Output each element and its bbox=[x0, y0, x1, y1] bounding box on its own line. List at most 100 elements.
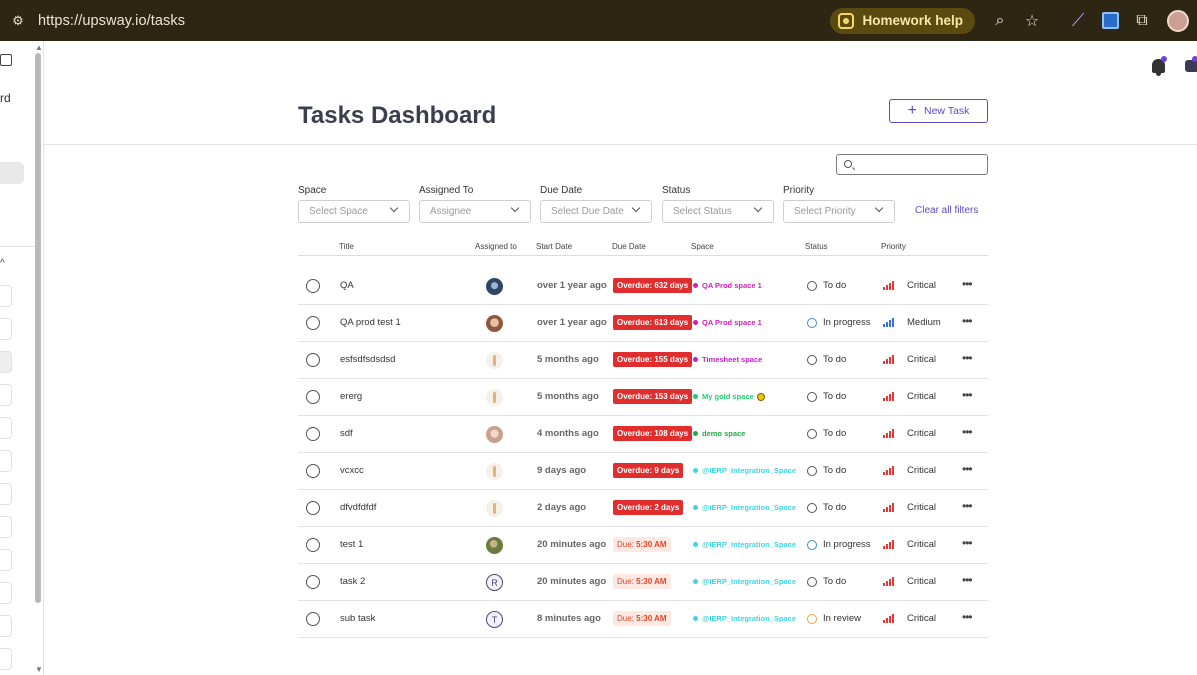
translate-extension-icon[interactable] bbox=[1095, 6, 1125, 36]
space-tag[interactable]: @IERP_Integration_Space bbox=[693, 614, 796, 623]
sidebar-item-tasks[interactable] bbox=[0, 162, 24, 184]
space-tag[interactable]: @IERP_Integration_Space bbox=[693, 503, 796, 512]
more-options-icon[interactable]: ••• bbox=[962, 277, 973, 291]
bookmark-star-icon[interactable]: ☆ bbox=[1024, 12, 1040, 30]
column-header-status[interactable]: Status bbox=[805, 242, 828, 251]
assignee-avatar[interactable] bbox=[486, 352, 503, 369]
address-bar[interactable]: https://upsway.io/tasks bbox=[38, 12, 186, 29]
assignee-avatar[interactable] bbox=[486, 537, 503, 554]
sidebar-item[interactable] bbox=[0, 648, 12, 670]
scroll-down-arrow-icon[interactable]: ▼ bbox=[35, 665, 43, 674]
complete-task-radio[interactable] bbox=[306, 501, 320, 515]
status-badge[interactable]: To do bbox=[807, 391, 846, 402]
chevron-up-icon[interactable]: ^ bbox=[0, 258, 5, 269]
extensions-puzzle-icon[interactable]: ⧉ bbox=[1136, 11, 1148, 29]
priority-badge[interactable]: Critical bbox=[883, 502, 936, 513]
table-row[interactable]: QA over 1 year ago Overdue: 632 days QA Pro… bbox=[298, 268, 988, 305]
space-filter-select[interactable]: Select Space bbox=[298, 200, 410, 223]
status-badge[interactable]: In progress bbox=[807, 539, 871, 550]
priority-filter-select[interactable]: Select Priority bbox=[783, 200, 895, 223]
status-badge[interactable]: In progress bbox=[807, 317, 871, 328]
column-header-space[interactable]: Space bbox=[691, 242, 714, 251]
status-badge[interactable]: To do bbox=[807, 354, 846, 365]
sidebar-item[interactable] bbox=[0, 351, 12, 373]
status-badge[interactable]: To do bbox=[807, 280, 846, 291]
task-title[interactable]: esfsdfsdsdsd bbox=[340, 354, 396, 365]
more-options-icon[interactable]: ••• bbox=[962, 425, 973, 439]
table-row[interactable]: sub task T 8 minutes ago Due: 5:30 AM @IERP_… bbox=[298, 601, 988, 638]
status-badge[interactable]: In review bbox=[807, 613, 861, 624]
space-tag[interactable]: QA Prod space 1 bbox=[693, 318, 762, 327]
scroll-up-arrow-icon[interactable]: ▲ bbox=[35, 43, 43, 52]
zoom-icon[interactable]: ⌕ bbox=[995, 11, 1005, 29]
profile-avatar[interactable] bbox=[1167, 9, 1189, 32]
assignee-avatar[interactable] bbox=[486, 463, 503, 480]
homework-help-button[interactable]: Homework help bbox=[830, 7, 975, 34]
assignee-avatar[interactable] bbox=[486, 315, 503, 332]
priority-badge[interactable]: Critical bbox=[883, 539, 936, 550]
priority-badge[interactable]: Critical bbox=[883, 428, 936, 439]
column-header-start-date[interactable]: Start Date bbox=[536, 242, 573, 251]
priority-badge[interactable]: Critical bbox=[883, 280, 936, 291]
priority-badge[interactable]: Critical bbox=[883, 354, 936, 365]
task-title[interactable]: sub task bbox=[340, 613, 376, 624]
space-tag[interactable]: Timesheet space bbox=[693, 355, 762, 364]
more-options-icon[interactable]: ••• bbox=[962, 462, 973, 476]
space-tag[interactable]: QA Prod space 1 bbox=[693, 281, 762, 290]
space-tag[interactable]: @IERP_Integration_Space bbox=[693, 540, 796, 549]
task-title[interactable]: task 2 bbox=[340, 576, 366, 587]
status-filter-select[interactable]: Select Status bbox=[662, 200, 774, 223]
assignee-avatar[interactable]: T bbox=[486, 611, 503, 628]
assignee-avatar[interactable] bbox=[486, 278, 503, 295]
more-options-icon[interactable]: ••• bbox=[962, 610, 973, 624]
task-title[interactable]: test 1 bbox=[340, 539, 364, 550]
column-header-assigned-to[interactable]: Assigned to bbox=[475, 242, 517, 251]
task-title[interactable]: sdf bbox=[340, 428, 353, 439]
priority-badge[interactable]: Critical bbox=[883, 613, 936, 624]
sidebar-item[interactable] bbox=[0, 516, 12, 538]
assignee-avatar[interactable] bbox=[486, 426, 503, 443]
complete-task-radio[interactable] bbox=[306, 575, 320, 589]
complete-task-radio[interactable] bbox=[306, 279, 320, 293]
table-row[interactable]: vcxcc 9 days ago Overdue: 9 days @IERP_Inte… bbox=[298, 453, 988, 490]
task-title[interactable]: QA prod test 1 bbox=[340, 317, 401, 328]
status-badge[interactable]: To do bbox=[807, 465, 846, 476]
column-header-priority[interactable]: Priority bbox=[881, 242, 906, 251]
complete-task-radio[interactable] bbox=[306, 464, 320, 478]
task-title[interactable]: ererg bbox=[340, 391, 363, 402]
space-tag[interactable]: @IERP_Integration_Space bbox=[693, 577, 796, 586]
table-row[interactable]: esfsdfsdsdsd 5 months ago Overdue: 155 day… bbox=[298, 342, 988, 379]
sidebar-toggle-icon[interactable] bbox=[0, 54, 12, 66]
site-settings-icon[interactable]: ⚙ bbox=[12, 12, 24, 28]
status-badge[interactable]: To do bbox=[807, 576, 846, 587]
table-row[interactable]: test 1 20 minutes ago Due: 5:30 AM @IERP_In… bbox=[298, 527, 988, 564]
status-badge[interactable]: To do bbox=[807, 502, 846, 513]
more-options-icon[interactable]: ••• bbox=[962, 573, 973, 587]
assignee-avatar[interactable]: R bbox=[486, 574, 503, 591]
sidebar-item[interactable] bbox=[0, 615, 12, 637]
sidebar-item[interactable] bbox=[0, 549, 12, 571]
column-header-due-date[interactable]: Due Date bbox=[612, 242, 646, 251]
status-badge[interactable]: To do bbox=[807, 428, 846, 439]
more-options-icon[interactable]: ••• bbox=[962, 388, 973, 402]
chat-icon[interactable] bbox=[1185, 60, 1197, 72]
complete-task-radio[interactable] bbox=[306, 427, 320, 441]
complete-task-radio[interactable] bbox=[306, 612, 320, 626]
clear-all-filters-link[interactable]: Clear all filters bbox=[915, 205, 979, 216]
task-title[interactable]: vcxcc bbox=[340, 465, 364, 476]
complete-task-radio[interactable] bbox=[306, 316, 320, 330]
sidebar-item[interactable] bbox=[0, 483, 12, 505]
table-row[interactable]: ererg 5 months ago Overdue: 153 days My gol… bbox=[298, 379, 988, 416]
table-row[interactable]: sdf 4 months ago Overdue: 108 days demo spa… bbox=[298, 416, 988, 453]
assignee-filter-select[interactable]: Assignee bbox=[419, 200, 531, 223]
sidebar-item[interactable] bbox=[0, 285, 12, 307]
priority-badge[interactable]: Critical bbox=[883, 391, 936, 402]
space-tag[interactable]: demo space bbox=[693, 429, 745, 438]
notification-bell-icon[interactable] bbox=[1152, 59, 1165, 76]
space-tag[interactable]: My gold space bbox=[693, 392, 765, 401]
table-row[interactable]: QA prod test 1 over 1 year ago Overdue: 61… bbox=[298, 305, 988, 342]
sidebar-scrollbar[interactable] bbox=[35, 53, 41, 603]
more-options-icon[interactable]: ••• bbox=[962, 314, 973, 328]
table-row[interactable]: dfvdfdfdf 2 days ago Overdue: 2 days @IERP_… bbox=[298, 490, 988, 527]
feather-extension-icon[interactable]: ⟋ bbox=[1071, 10, 1085, 30]
